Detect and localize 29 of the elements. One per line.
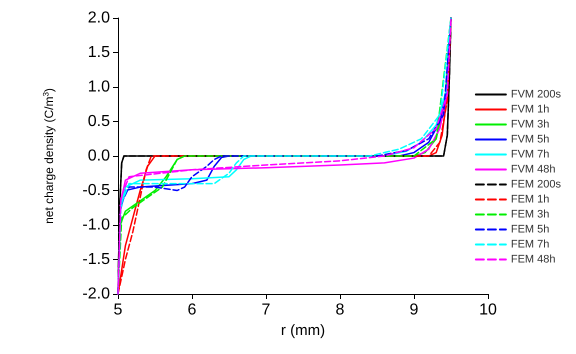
legend-label: FEM 3h: [510, 208, 550, 220]
x-tick-label: 5: [114, 302, 123, 318]
x-tick-label: 7: [262, 302, 271, 318]
y-tick-label: 1.0: [88, 78, 110, 96]
y-tick-label: -1.5: [82, 251, 110, 268]
x-axis-title: r (mm): [280, 322, 326, 339]
x-tick-label: 10: [479, 302, 497, 318]
legend-label: FVM 1h: [510, 104, 550, 116]
x-tick-label: 6: [188, 302, 197, 318]
y-tick-label: 1.5: [88, 44, 110, 61]
y-tick-label: -1.0: [82, 216, 110, 234]
legend-label: FVM 48h: [510, 164, 556, 176]
legend-label: FVM 5h: [510, 134, 550, 146]
y-tick-label: 0.5: [88, 113, 110, 130]
legend-label: FEM 1h: [510, 194, 550, 206]
legend-label: FEM 5h: [510, 224, 550, 236]
legend-label: FEM 7h: [510, 238, 550, 250]
legend-label: FEM 200s: [510, 178, 562, 190]
y-tick-label: 0.0: [88, 148, 110, 164]
legend-label: FVM 7h: [510, 148, 550, 160]
legend-label: FVM 200s: [510, 88, 562, 100]
y-tick-label: -2.0: [82, 286, 110, 302]
y-tick-label: 2.0: [88, 10, 110, 26]
y-tick-label: -0.5: [82, 182, 110, 199]
x-tick-label: 9: [410, 302, 419, 318]
x-tick-label: 8: [336, 302, 345, 318]
y-axis-title: net charge density (C/m3): [42, 88, 56, 224]
legend-label: FVM 3h: [510, 118, 550, 130]
legend-label: FEM 48h: [510, 254, 556, 266]
